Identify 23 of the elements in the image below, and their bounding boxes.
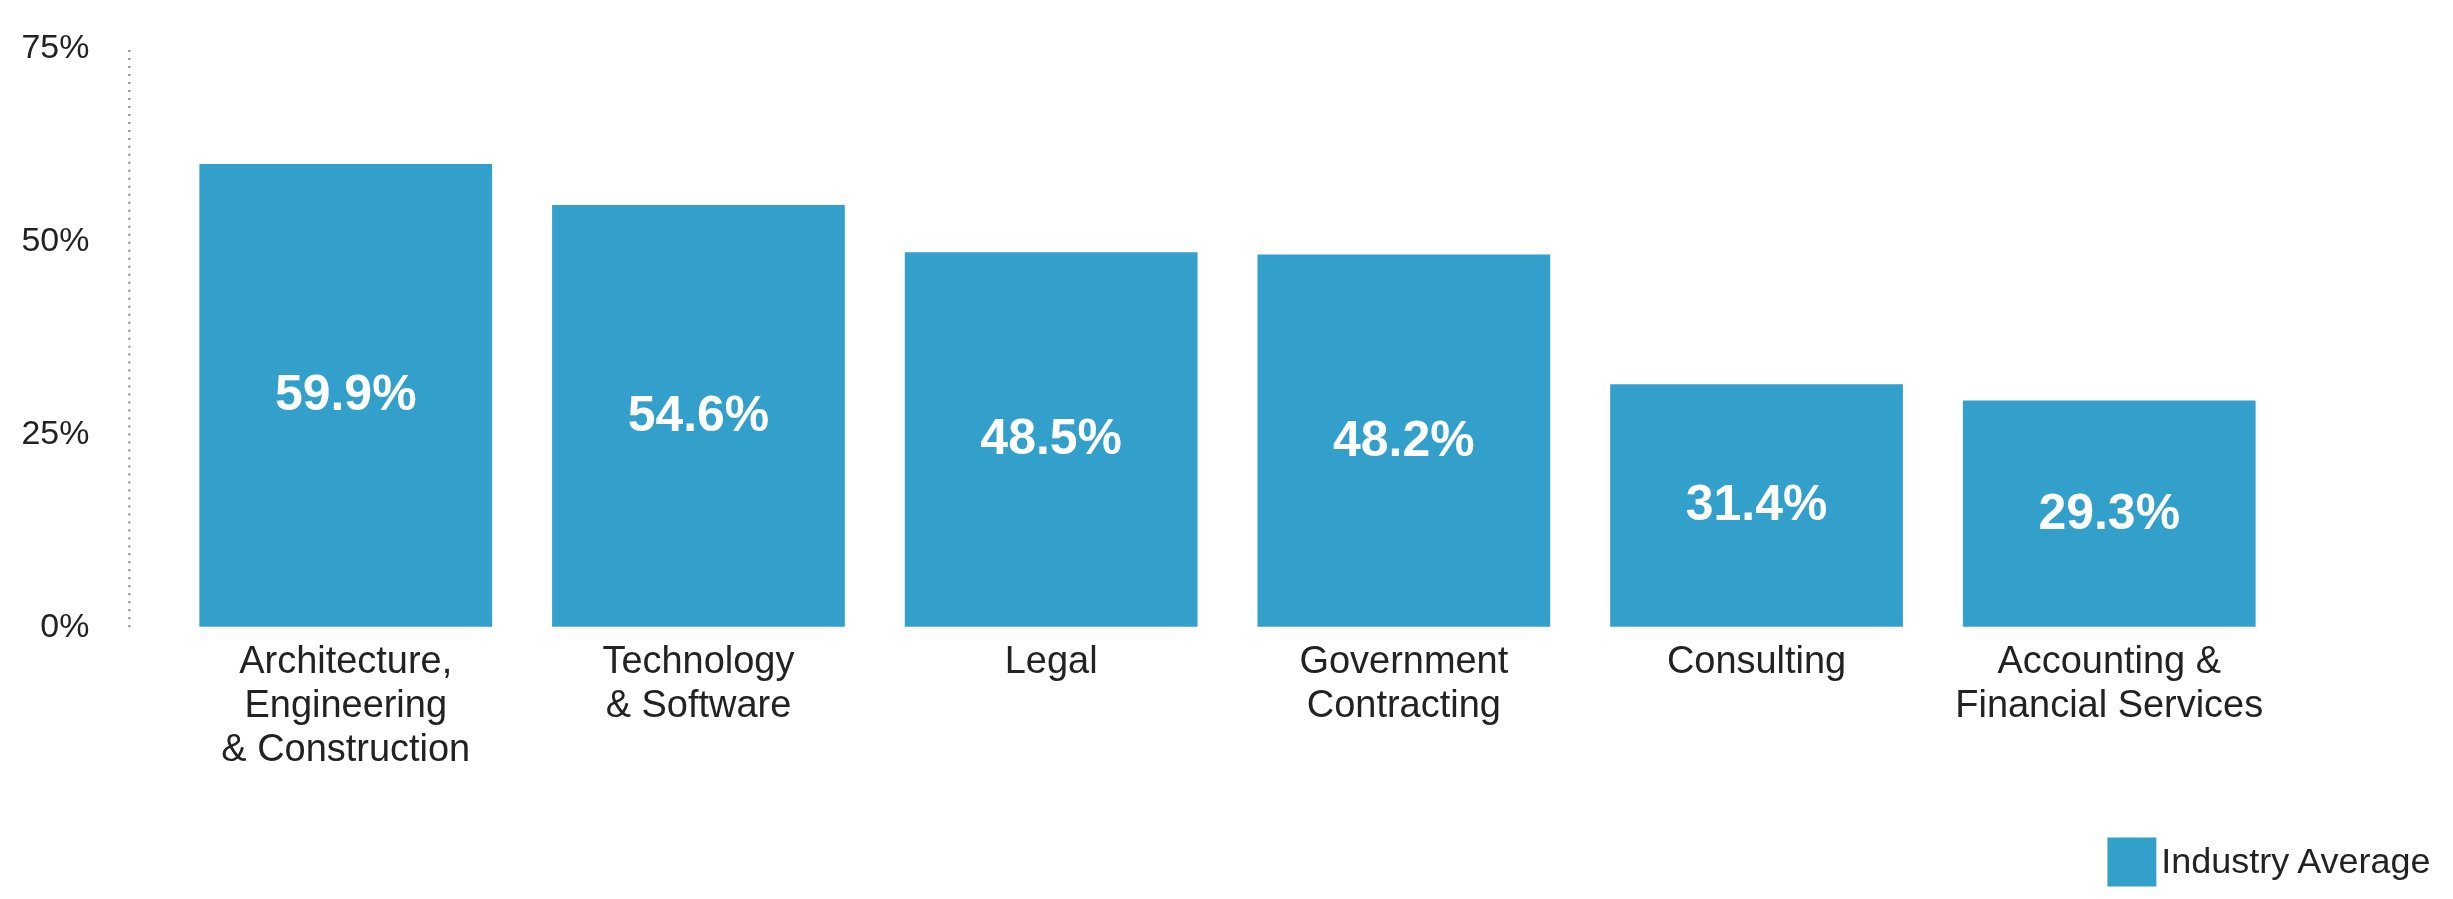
text: 48.2% [1333, 410, 1475, 467]
x-tick-label: Consulting [1666, 639, 1847, 682]
y-tick-label: 25% [21, 413, 90, 452]
bar [199, 164, 493, 627]
legend-label: Industry Average [2161, 839, 2431, 881]
y-tick-label: 0% [40, 606, 90, 645]
bar [1610, 384, 1903, 627]
bar [1257, 254, 1551, 627]
x-tick-label: Accounting & Financial Services [1955, 639, 2264, 726]
x-tick-label: Legal [1004, 639, 1098, 682]
text: 48.5% [980, 409, 1122, 466]
text: 54.6% [627, 385, 770, 442]
text: 31.4% [1685, 475, 1828, 532]
x-tick-label: Technology & Software [602, 639, 795, 726]
x-tick-label: Architecture, Engineering & Construction [221, 639, 471, 770]
bar [1962, 400, 2256, 627]
text: 59.9% [274, 365, 417, 422]
y-tick-label: 50% [21, 220, 90, 259]
text: 29.3% [2038, 483, 2181, 540]
bar [552, 205, 845, 627]
bar [904, 252, 1198, 627]
y-tick-label: 75% [21, 26, 90, 65]
x-tick-label: Government Contracting [1299, 639, 1509, 726]
